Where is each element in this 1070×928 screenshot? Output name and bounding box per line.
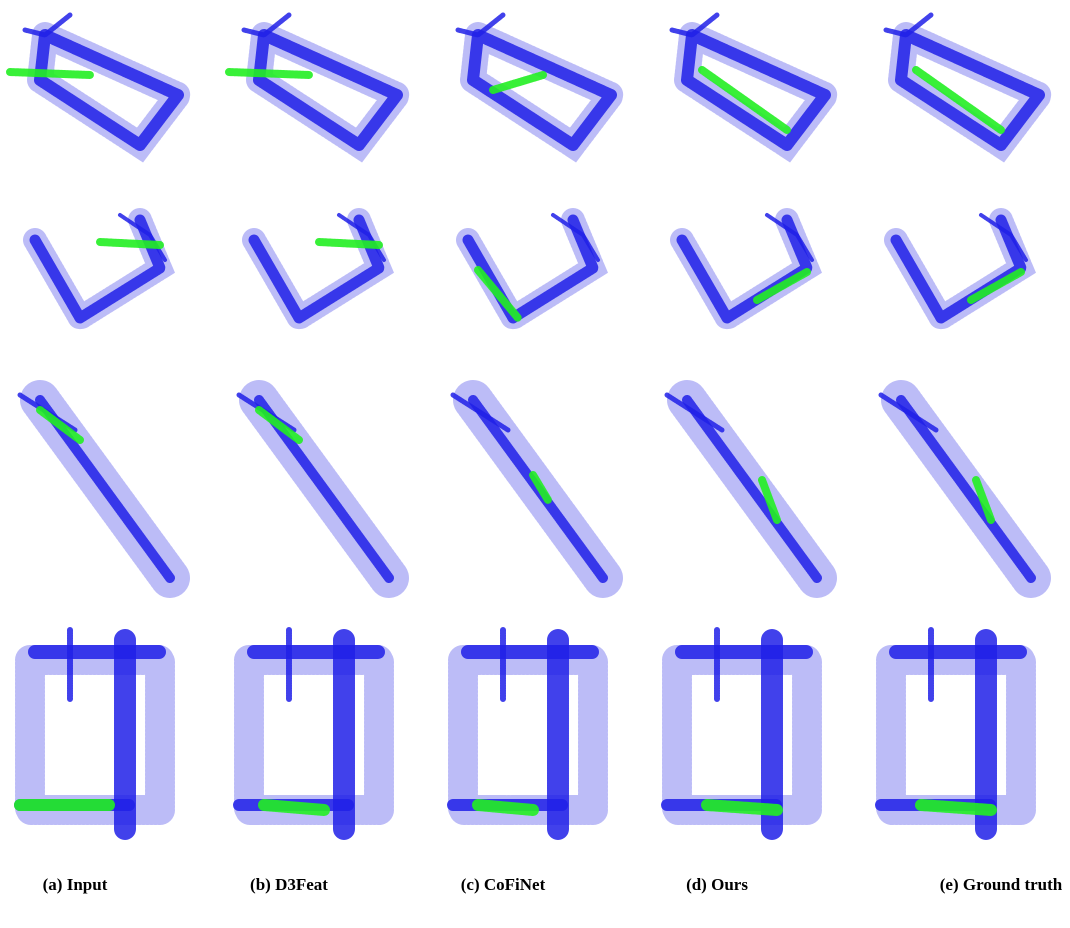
point-cloud-panel xyxy=(667,15,825,830)
figure: (a) Input (b) D3Feat (c) CoFiNet (d) Ours (e… xyxy=(0,0,1070,928)
registration-view xyxy=(886,15,1039,145)
registration-view xyxy=(672,15,825,145)
registration-view xyxy=(667,630,807,830)
registration-view xyxy=(239,395,389,578)
point-cloud-panel xyxy=(10,15,178,830)
registration-view xyxy=(453,630,593,830)
point-cloud-panel xyxy=(453,15,611,830)
registration-view xyxy=(35,215,165,318)
registration-view xyxy=(254,215,384,318)
registration-view xyxy=(453,395,603,578)
caption: (b) D3Feat xyxy=(250,875,328,894)
registration-view xyxy=(468,215,598,318)
registration-view xyxy=(244,15,397,145)
caption: (a) Input xyxy=(43,875,108,894)
caption: (c) CoFiNet xyxy=(461,875,546,894)
captions: (a) Input (b) D3Feat (c) CoFiNet (d) Ours (e… xyxy=(43,875,1063,894)
source-points xyxy=(229,72,309,75)
point-cloud-grid xyxy=(10,15,1039,830)
caption: (d) Ours xyxy=(686,875,748,894)
source-points xyxy=(100,242,160,245)
registration-view xyxy=(896,215,1026,318)
registration-view xyxy=(881,630,1021,830)
point-cloud-panel xyxy=(881,15,1039,830)
point-cloud-panel xyxy=(229,15,397,830)
source-points xyxy=(707,805,777,810)
source-points xyxy=(319,242,379,245)
source-points xyxy=(478,805,533,810)
registration-view xyxy=(25,15,178,145)
registration-view xyxy=(881,395,1031,578)
registration-view xyxy=(20,395,170,578)
registration-view xyxy=(682,215,812,318)
registration-view xyxy=(667,395,817,578)
registration-view xyxy=(239,630,379,830)
source-points xyxy=(921,805,991,810)
source-points xyxy=(264,805,324,810)
source-points xyxy=(10,72,90,75)
caption: (e) Ground truth xyxy=(940,875,1063,894)
